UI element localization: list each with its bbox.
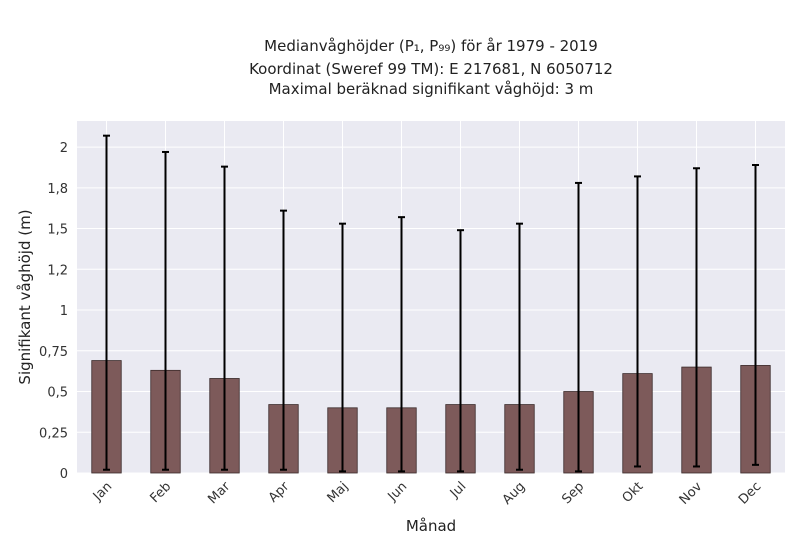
x-tick-label: Mar [205, 479, 233, 507]
x-tick-label: Apr [266, 479, 293, 506]
chart-title-line-2: Koordinat (Sweref 99 TM): E 217681, N 60… [249, 60, 613, 78]
y-tick-label: 0,25 [39, 426, 68, 441]
chart-title-line-1: Medianvåghöjder (P₁, P₉₉) för år 1979 - … [264, 37, 598, 55]
x-tick-label: Feb [147, 479, 174, 506]
x-tick-label: Maj [325, 479, 352, 506]
chart-title-line-3: Maximal beräknad signifikant våghöjd: 3 … [269, 80, 594, 98]
y-tick-label: 2 [60, 141, 68, 156]
plot-area [77, 121, 785, 473]
x-tick-label: Okt [620, 479, 647, 506]
error-bars [103, 134, 759, 473]
y-tick-label: 1,8 [47, 182, 68, 197]
x-tick-label: Jun [385, 479, 411, 505]
y-axis-ticks: 0 0,25 0,5 0,75 1 1,2 1,5 1,8 2 [39, 141, 68, 482]
y-tick-label: 0,75 [39, 345, 68, 360]
y-axis-label: Signifikant våghöjd (m) [16, 209, 34, 384]
x-tick-label: Aug [500, 479, 529, 508]
x-axis-ticks: Jan Feb Mar Apr Maj Jun Jul Aug Sep Okt Nov Dec [90, 479, 764, 508]
y-tick-label: 1,2 [47, 263, 68, 278]
y-tick-label: 1,5 [47, 223, 68, 238]
y-tick-label: 0,5 [47, 386, 68, 401]
y-tick-label: 0 [60, 467, 68, 482]
x-tick-label: Sep [559, 479, 587, 507]
x-tick-label: Jan [90, 479, 115, 504]
x-axis-label: Månad [406, 517, 456, 535]
y-tick-label: 1 [60, 304, 68, 319]
x-tick-label: Nov [677, 479, 706, 508]
x-tick-label: Jul [447, 479, 469, 501]
x-tick-label: Dec [736, 479, 764, 507]
